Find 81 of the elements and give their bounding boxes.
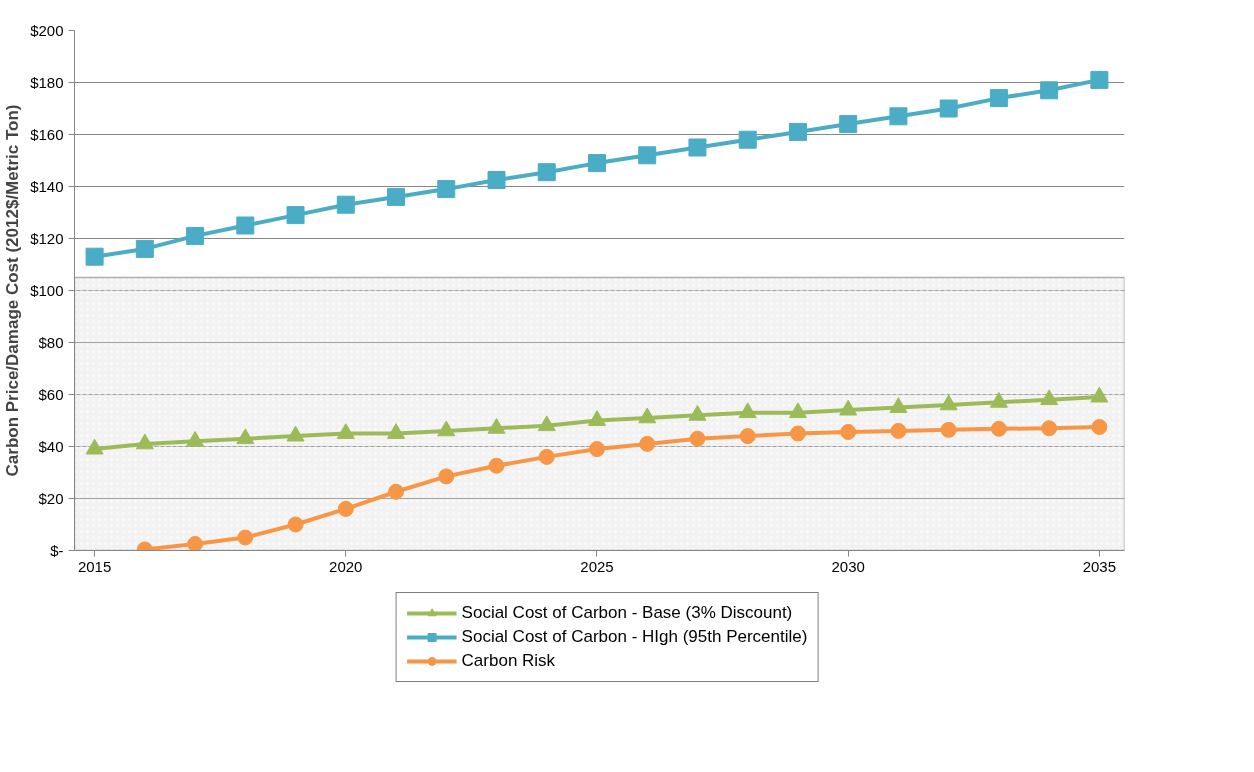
point — [738, 130, 757, 149]
point — [236, 428, 255, 445]
legend-label: Social Cost of Carbon - HIgh (95th Percentile) — [461, 626, 808, 647]
point — [939, 99, 958, 118]
point — [286, 425, 305, 442]
point — [438, 468, 455, 485]
point — [287, 516, 304, 533]
point — [688, 138, 707, 157]
point — [237, 529, 254, 546]
point — [187, 536, 204, 551]
point — [85, 247, 104, 266]
point — [739, 428, 756, 445]
point — [839, 115, 858, 134]
point — [789, 425, 806, 442]
x-tick-label: 2025 — [580, 557, 614, 575]
legend-label: Social Cost of Carbon - Base (3% Discount) — [461, 602, 793, 623]
point — [85, 438, 104, 455]
point — [337, 500, 354, 517]
y-tick-label: $60 — [38, 386, 64, 403]
point — [939, 394, 958, 411]
x-tick-label: 2035 — [1082, 557, 1117, 575]
point — [1090, 386, 1109, 403]
point — [437, 180, 456, 199]
point — [689, 430, 706, 447]
y-axis-title: Carbon Price/Damage Cost (2012$/Metric Ton) — [3, 104, 23, 477]
point — [588, 441, 605, 458]
y-tick-label: $120 — [30, 230, 64, 247]
point — [989, 391, 1008, 408]
point — [990, 420, 1007, 437]
x-tick-label: 2020 — [329, 557, 363, 575]
point — [840, 423, 857, 440]
point — [388, 483, 405, 500]
point — [186, 226, 205, 245]
point — [788, 122, 807, 141]
y-tick-label: $160 — [30, 126, 64, 143]
point — [890, 422, 907, 439]
point — [336, 195, 355, 214]
point — [889, 107, 908, 126]
point — [537, 415, 556, 432]
point — [186, 430, 205, 447]
point — [336, 423, 355, 439]
y-tick-label: $100 — [30, 282, 64, 299]
y-tick-label: $20 — [38, 490, 64, 507]
point — [788, 402, 807, 419]
x-tick-label: 2030 — [831, 557, 865, 575]
point — [488, 457, 505, 474]
y-tick-label: $80 — [38, 334, 64, 351]
y-tick-label: $180 — [30, 74, 64, 91]
y-tick-label: $140 — [30, 178, 64, 195]
point — [839, 399, 858, 416]
point — [286, 206, 305, 225]
point — [135, 239, 154, 258]
point — [587, 154, 606, 173]
point — [537, 163, 556, 182]
point — [1091, 419, 1108, 435]
point — [738, 402, 757, 419]
point — [1090, 70, 1109, 89]
point — [587, 410, 606, 426]
point — [1041, 420, 1058, 437]
point — [1040, 389, 1059, 406]
point — [889, 397, 908, 413]
point — [639, 435, 656, 452]
point — [387, 187, 406, 206]
point — [989, 89, 1008, 108]
y-tick-label: $200 — [30, 22, 64, 39]
point — [1040, 81, 1059, 100]
legend-label: Carbon Risk — [461, 650, 556, 671]
point — [236, 216, 255, 235]
point — [135, 433, 154, 450]
point — [538, 448, 555, 465]
x-tick-label: 2015 — [77, 557, 112, 575]
point — [638, 407, 657, 424]
point — [487, 171, 506, 189]
y-tick-label: $40 — [38, 438, 64, 455]
y-tick-label: $- — [50, 542, 64, 559]
point — [387, 423, 406, 439]
point — [487, 417, 506, 434]
point — [688, 404, 707, 421]
point — [940, 421, 957, 438]
point — [437, 420, 456, 437]
point — [638, 146, 657, 165]
